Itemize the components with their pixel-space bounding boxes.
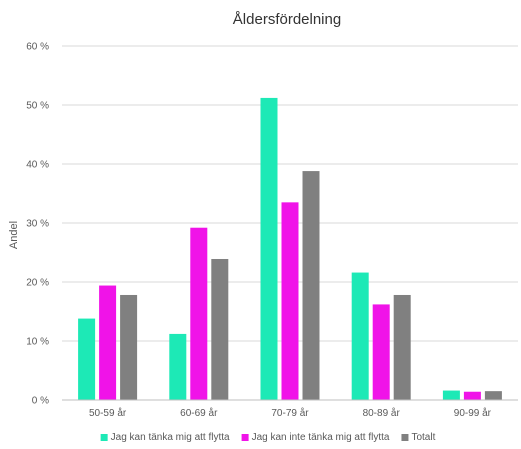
chart-title: Åldersfördelning <box>233 11 341 28</box>
bar <box>393 294 411 400</box>
x-tick-label: 50-59 år <box>89 407 127 419</box>
legend-swatch <box>401 434 409 441</box>
legend-swatch <box>241 434 249 441</box>
y-tick-label: 40 % <box>26 160 49 171</box>
bar <box>351 272 369 400</box>
bar <box>169 333 187 400</box>
x-axis-ticks: 50-59 år 60-69 år 70-79 år 80-89 år 90-99 år <box>89 407 492 419</box>
y-tick-label: 30 % <box>26 219 49 230</box>
legend: Jag kan tänka mig att flytta Jag kan inte… <box>100 432 436 443</box>
y-tick-label: 50 % <box>26 101 49 112</box>
y-tick-label: 0 % <box>32 396 49 407</box>
bar <box>120 294 138 400</box>
legend-label: Totalt <box>411 432 435 443</box>
bar <box>372 304 390 400</box>
bar <box>463 391 481 400</box>
bar <box>211 258 229 400</box>
legend-label: Jag kan tänka mig att flytta <box>111 432 230 443</box>
bar <box>190 227 208 400</box>
bars <box>78 97 502 401</box>
bar <box>302 171 320 400</box>
x-tick-label: 90-99 år <box>454 407 492 419</box>
y-tick-label: 20 % <box>26 278 49 289</box>
bar <box>99 285 117 400</box>
y-tick-label: 60 % <box>26 42 49 53</box>
y-axis-label: Andel <box>8 221 20 249</box>
y-axis-ticks: 0 % 10 % 20 % 30 % 40 % 50 % 60 % <box>26 42 49 407</box>
bar <box>484 391 502 400</box>
x-tick-label: 70-79 år <box>271 407 309 419</box>
legend-swatch <box>100 434 108 441</box>
bar <box>260 97 278 401</box>
bar <box>78 318 96 400</box>
bar <box>281 202 299 400</box>
bar <box>442 390 460 400</box>
y-tick-label: 10 % <box>26 337 49 348</box>
x-tick-label: 80-89 år <box>363 407 401 419</box>
x-tick-label: 60-69 år <box>180 407 218 419</box>
legend-label: Jag kan inte tänka mig att flytta <box>252 432 390 443</box>
